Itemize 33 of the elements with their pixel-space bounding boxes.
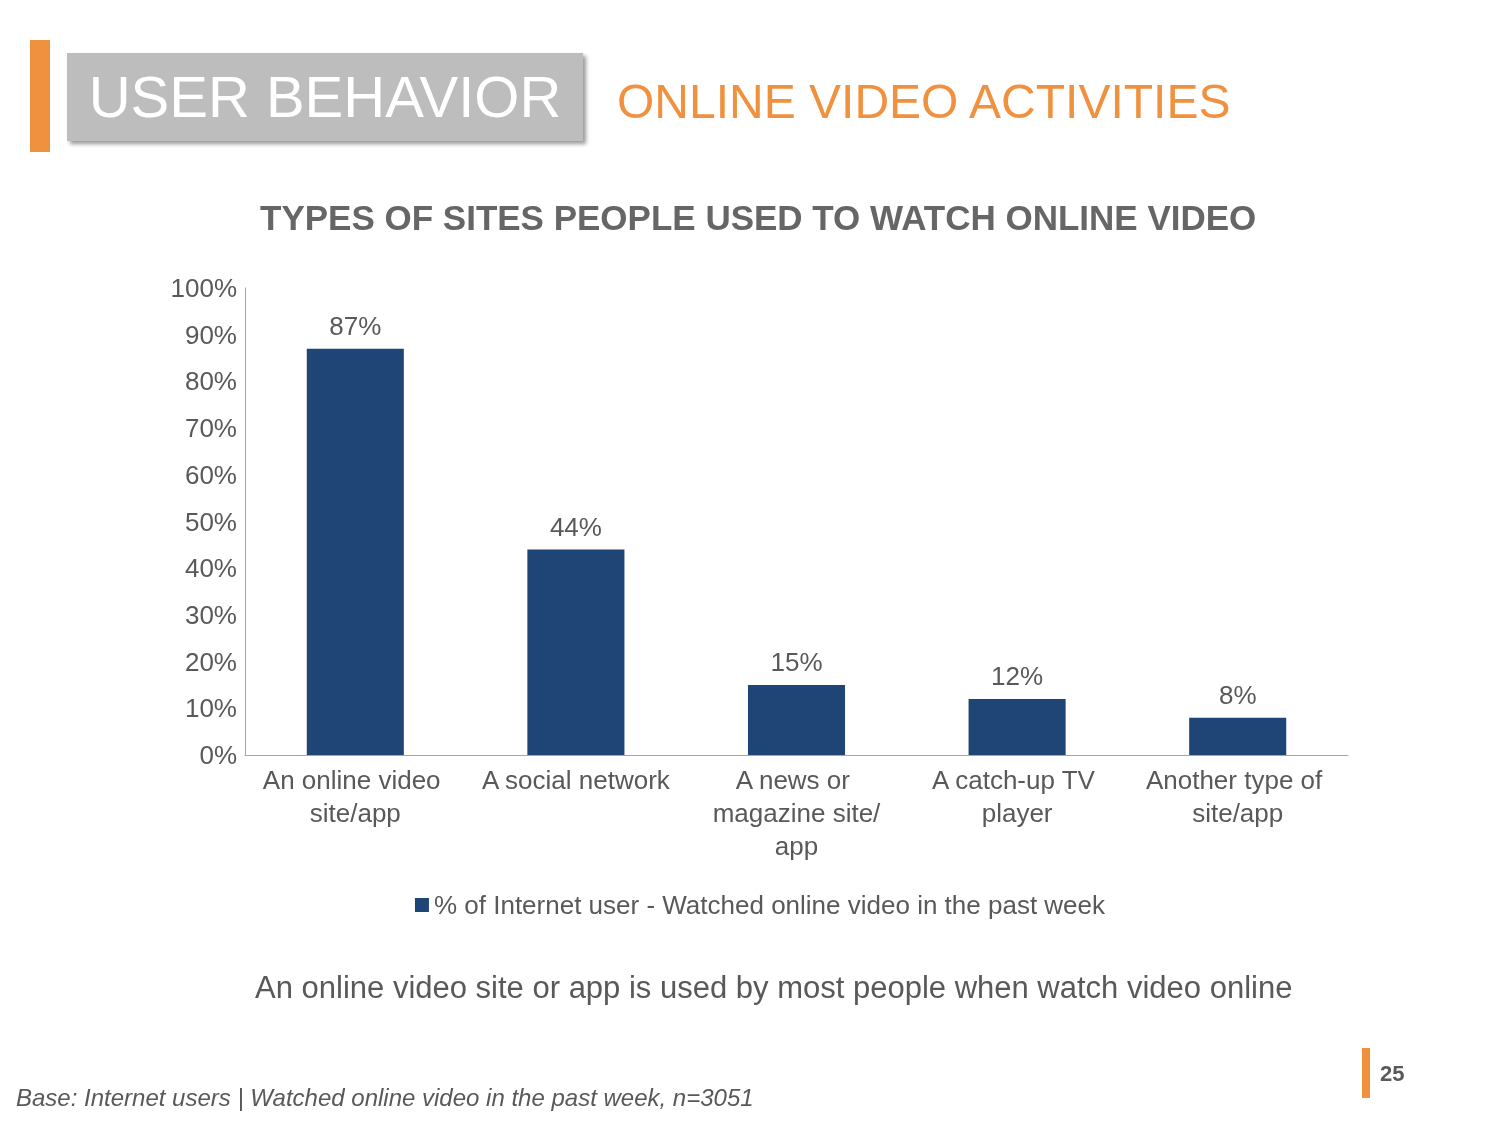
- y-tick-label: 0%: [199, 740, 237, 770]
- x-tick-label: An online video site/app: [262, 764, 448, 828]
- y-tick-label: 90%: [184, 319, 237, 350]
- bar: [747, 684, 846, 755]
- y-tick-label: 10%: [184, 693, 237, 724]
- y-tick-label: 50%: [184, 506, 237, 537]
- x-tick-label: A social network: [481, 764, 671, 795]
- text: An online video site or app is used by most people when watch video online: [255, 970, 1293, 1006]
- y-tick-label: 100%: [170, 273, 237, 303]
- bar: [1189, 717, 1287, 755]
- x-tick-label: A catch-up TV player: [932, 764, 1103, 828]
- data-label: 12%: [991, 660, 1044, 691]
- y-tick-label: 20%: [184, 646, 237, 677]
- bar: [527, 549, 625, 755]
- text: Base: Internet users | Watched online video in the past week, n=3051: [16, 1084, 754, 1112]
- y-tick-label: 70%: [184, 413, 237, 444]
- legend-label: % of Internet user - Watched online video in the past week: [433, 890, 1107, 920]
- data-label: 87%: [329, 310, 382, 341]
- data-label: 44%: [549, 511, 602, 542]
- bar: [968, 698, 1066, 755]
- text: USER BEHAVIOR: [67, 53, 583, 141]
- text: 25: [1380, 1061, 1405, 1087]
- x-tick-label: Another type of site/app: [1145, 764, 1330, 828]
- data-label: 8%: [1218, 679, 1257, 710]
- y-tick-label: 80%: [184, 366, 237, 397]
- y-tick-label: 60%: [184, 459, 237, 490]
- chart-title: TYPES OF SITES PEOPLE USED TO WATCH ONLINE VIDEO: [260, 198, 1257, 237]
- x-tick-label: A news or magazine site/app: [712, 764, 882, 861]
- text: ONLINE VIDEO ACTIVITIES: [617, 74, 1231, 129]
- data-label: 15%: [770, 646, 823, 677]
- y-tick-label: 30%: [184, 599, 237, 630]
- y-tick-label: 40%: [184, 553, 237, 584]
- bar: [306, 348, 404, 755]
